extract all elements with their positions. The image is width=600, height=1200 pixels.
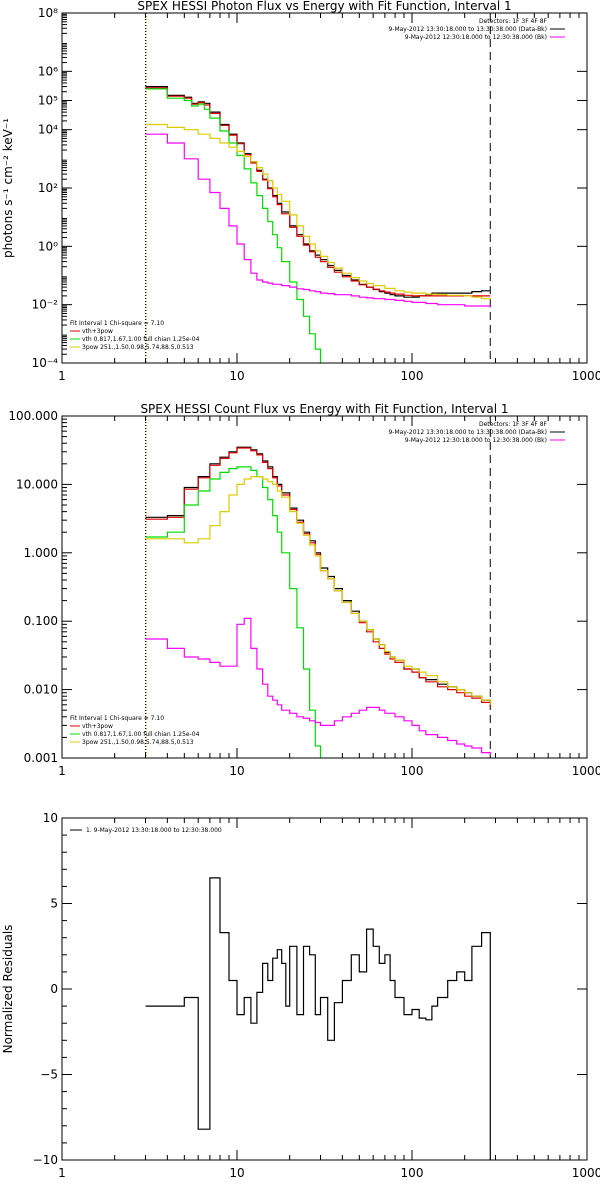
- x-tick-label: 100: [401, 1166, 424, 1180]
- y-tick-label: 0.100: [24, 614, 58, 628]
- series-line: [145, 617, 491, 756]
- series-line: [145, 123, 491, 300]
- legend-entry: vth+3pow: [82, 723, 113, 730]
- residuals-chart: Normalized Residuals 1 10 100 1000 −10 −5 0 5 10 1…: [1, 811, 600, 1180]
- y-tick-label: 0.010: [24, 683, 58, 697]
- residuals-ylabel: Normalized Residuals: [1, 925, 15, 1054]
- y-tick-label: 10⁰: [38, 239, 58, 253]
- y-tick-label: 10.000: [16, 477, 58, 491]
- residuals-frame: [61, 817, 588, 1161]
- y-tick-label: 5: [50, 897, 58, 911]
- y-tick-label: −10: [33, 1153, 58, 1167]
- count-flux-chart: SPEX HESSI Count Flux vs Energy with Fit…: [8, 402, 600, 778]
- x-tick-label: 1000: [572, 369, 600, 383]
- photon-flux-title: SPEX HESSI Photon Flux vs Energy with Fi…: [137, 0, 511, 13]
- x-tick-label: 10: [229, 1166, 244, 1180]
- y-tick-label: 0: [50, 982, 58, 996]
- y-tick-label: 10⁵: [38, 94, 58, 108]
- legend-entry: 9-May-2012 13:30:18.000 to 13:30:38.000 …: [388, 429, 547, 436]
- series-line: [145, 86, 491, 298]
- y-tick-label: 0.001: [24, 751, 58, 765]
- legend-entry: Fit Interval 1 Chi-square = 7.10: [70, 715, 164, 722]
- y-tick-label: 1.000: [24, 546, 58, 560]
- photon-flux-chart: SPEX HESSI Photon Flux vs Energy with Fi…: [1, 0, 600, 383]
- series-line: [145, 476, 491, 705]
- y-tick-label: 10⁶: [38, 64, 58, 78]
- y-tick-label: 10⁴: [38, 123, 58, 137]
- count-flux-title: SPEX HESSI Count Flux vs Energy with Fit…: [140, 402, 508, 416]
- legend-entry: 3pow 251.,1.50,0.98,5.74,88.5,0.513: [82, 344, 194, 351]
- x-tick-label: 10: [229, 764, 244, 778]
- series-line: [145, 877, 491, 1160]
- series-line: [145, 133, 491, 308]
- x-tick-label: 1: [58, 369, 66, 383]
- legend-entry: Fit Interval 1 Chi-square = 7.10: [70, 320, 164, 327]
- x-tick-label: 100: [401, 764, 424, 778]
- x-tick-label: 1000: [572, 764, 600, 778]
- legend-entry: 9-May-2012 12:30:18.000 to 12:30:38.000 …: [405, 34, 547, 41]
- y-tick-label: 10²: [38, 181, 58, 195]
- series-line: [145, 88, 322, 363]
- y-tick-label: 100.000: [8, 409, 58, 423]
- y-tick-label: −5: [40, 1068, 58, 1082]
- legend-entry: vth 0.817,1.67,1.00 full chian 1.25e-04: [82, 731, 200, 738]
- count-flux-frame: [61, 415, 588, 759]
- y-tick-label: 10: [43, 811, 58, 825]
- photon-flux-ylabel: photons s⁻¹ cm⁻² keV⁻¹: [1, 118, 15, 258]
- legend-entry: Detectors: 1F 3F 4F 8F: [479, 18, 548, 25]
- x-tick-label: 10: [229, 369, 244, 383]
- legend-entry: vth+3pow: [82, 328, 113, 335]
- legend-entry: 9-May-2012 12:30:18.000 to 12:30:38.000 …: [405, 437, 547, 444]
- series-line: [145, 466, 322, 758]
- x-tick-label: 1000: [572, 1166, 600, 1180]
- x-tick-label: 1: [58, 764, 66, 778]
- y-tick-label: 10⁻⁴: [32, 356, 59, 370]
- y-tick-label: 10⁻²: [32, 298, 59, 312]
- x-tick-label: 100: [401, 369, 424, 383]
- y-tick-label: 10⁸: [38, 6, 58, 20]
- legend-entry: 1. 9-May-2012 13:30:18.000 to 12:30:38.0…: [86, 827, 222, 834]
- x-tick-label: 1: [58, 1166, 66, 1180]
- legend-entry: 9-May-2012 13:30:18.000 to 13:30:38.000 …: [388, 26, 547, 33]
- photon-flux-frame: [61, 12, 588, 364]
- series-line: [145, 446, 491, 705]
- series-line: [145, 87, 491, 297]
- legend-entry: 3pow 251.,1.50,0.98,5.74,88.5,0.513: [82, 739, 194, 746]
- legend-entry: Detectors: 1F 3F 4F 8F: [479, 421, 548, 428]
- legend-entry: vth 0.817,1.67,1.00 full chian 1.25e-04: [82, 336, 200, 343]
